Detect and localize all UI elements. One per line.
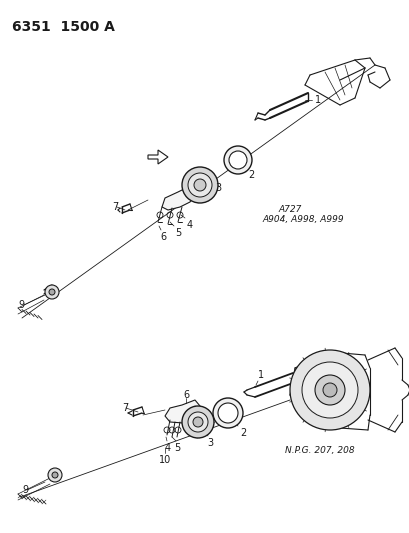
Ellipse shape [223, 146, 252, 174]
Text: 7: 7 [112, 202, 118, 212]
Circle shape [52, 472, 58, 478]
Circle shape [182, 167, 218, 203]
Text: 6: 6 [182, 390, 189, 400]
Text: 1: 1 [257, 370, 263, 380]
Circle shape [188, 412, 207, 432]
Circle shape [182, 406, 213, 438]
Text: 5: 5 [175, 228, 181, 238]
Polygon shape [162, 185, 198, 210]
Text: 5: 5 [173, 443, 180, 453]
Text: 7: 7 [122, 403, 128, 413]
Text: A727: A727 [277, 205, 301, 214]
Text: 3: 3 [214, 183, 220, 193]
Text: 6: 6 [160, 232, 166, 242]
Text: 3: 3 [207, 438, 213, 448]
Text: 6351  1500 A: 6351 1500 A [12, 20, 115, 34]
Circle shape [193, 179, 205, 191]
Text: 9: 9 [18, 300, 24, 310]
Text: 4: 4 [187, 220, 193, 230]
Text: 2: 2 [239, 428, 246, 438]
Circle shape [289, 350, 369, 430]
Text: N.P.G. 207, 208: N.P.G. 207, 208 [284, 446, 354, 455]
Polygon shape [148, 150, 168, 164]
Text: 1: 1 [314, 95, 320, 105]
Text: 9: 9 [22, 485, 28, 495]
Text: A904, A998, A999: A904, A998, A999 [261, 215, 343, 224]
Circle shape [45, 285, 59, 299]
Circle shape [314, 375, 344, 405]
Text: 2: 2 [247, 170, 254, 180]
Ellipse shape [218, 403, 237, 423]
Circle shape [322, 383, 336, 397]
Circle shape [193, 417, 202, 427]
Text: 4: 4 [164, 443, 171, 453]
Circle shape [301, 362, 357, 418]
Circle shape [49, 289, 55, 295]
Circle shape [48, 468, 62, 482]
Ellipse shape [213, 398, 243, 428]
Circle shape [188, 173, 211, 197]
Ellipse shape [229, 151, 246, 169]
Polygon shape [164, 400, 200, 423]
Text: 10: 10 [159, 455, 171, 465]
